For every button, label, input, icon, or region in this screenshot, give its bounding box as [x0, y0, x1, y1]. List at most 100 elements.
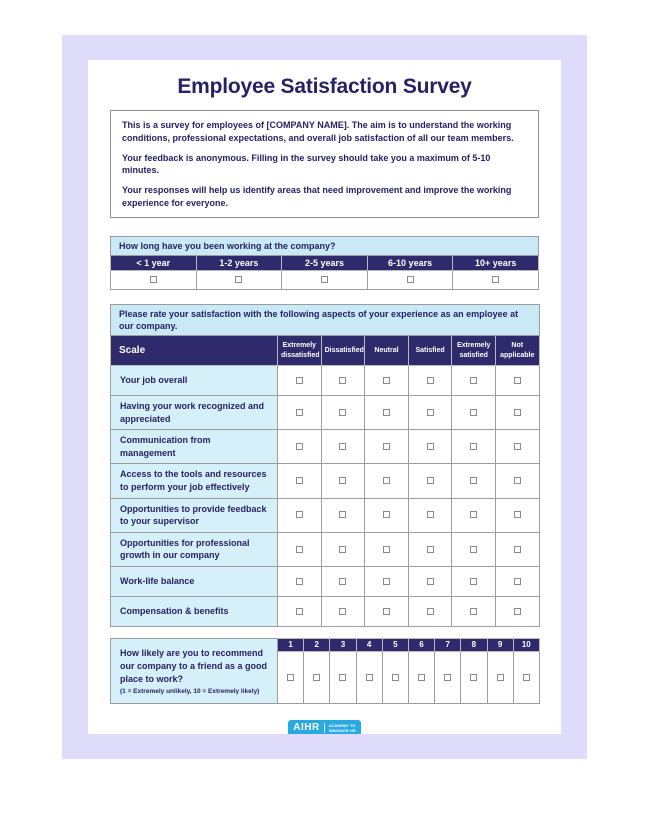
rating-row: Opportunities for professional growth in…	[110, 531, 540, 567]
checkbox-cell	[364, 565, 409, 597]
checkbox[interactable]	[513, 443, 521, 451]
checkbox-cell	[364, 365, 409, 397]
recommend-checkbox-row	[111, 650, 540, 704]
checkbox[interactable]	[470, 607, 478, 615]
checkbox[interactable]	[313, 673, 321, 681]
checkbox-cell	[494, 463, 540, 499]
checkbox-cell	[320, 395, 366, 431]
checkbox[interactable]	[339, 545, 347, 553]
checkbox[interactable]	[513, 408, 521, 416]
rating-row-label: Compensation & benefits	[110, 595, 278, 627]
rating-column-header: Neutral	[364, 335, 409, 367]
checkbox-cell	[451, 497, 496, 533]
ratings-caption: Please rate your satisfaction with the f…	[110, 303, 540, 337]
checkbox[interactable]	[470, 545, 478, 553]
checkbox[interactable]	[513, 577, 521, 585]
checkbox[interactable]	[295, 545, 303, 553]
checkbox[interactable]	[513, 545, 521, 553]
recommend-scale-header: 4	[355, 637, 383, 652]
checkbox[interactable]	[496, 673, 504, 681]
checkbox-cell	[277, 365, 322, 397]
checkbox-cell	[277, 497, 322, 533]
recommend-note: (1 = Extremely unlikely, 10 = Extremely …	[120, 688, 260, 696]
checkbox-cell	[407, 395, 453, 431]
checkbox[interactable]	[513, 607, 521, 615]
checkbox[interactable]	[382, 443, 390, 451]
checkbox-cell	[320, 497, 366, 533]
checkbox[interactable]	[382, 408, 390, 416]
checkbox[interactable]	[426, 511, 434, 519]
checkbox[interactable]	[470, 477, 478, 485]
checkbox[interactable]	[513, 376, 521, 384]
rating-row: Compensation & benefits	[110, 595, 540, 627]
checkbox[interactable]	[470, 408, 478, 416]
checkbox[interactable]	[426, 408, 434, 416]
checkbox[interactable]	[444, 673, 452, 681]
checkbox-cell	[277, 395, 322, 431]
checkbox[interactable]	[382, 577, 390, 585]
checkbox-cell	[452, 269, 539, 290]
checkbox[interactable]	[426, 443, 434, 451]
checkbox[interactable]	[470, 511, 478, 519]
checkbox[interactable]	[391, 673, 399, 681]
checkbox[interactable]	[295, 511, 303, 519]
checkbox[interactable]	[339, 376, 347, 384]
checkbox[interactable]	[295, 443, 303, 451]
checkbox[interactable]	[382, 477, 390, 485]
checkbox-cell	[320, 365, 366, 397]
checkbox[interactable]	[149, 276, 157, 283]
tenure-option-header: 1-2 years	[195, 254, 283, 271]
checkbox[interactable]	[418, 673, 426, 681]
checkbox[interactable]	[406, 276, 414, 283]
checkbox[interactable]	[470, 673, 478, 681]
checkbox[interactable]	[339, 443, 347, 451]
checkbox-cell	[494, 395, 540, 431]
checkbox[interactable]	[295, 577, 303, 585]
checkbox[interactable]	[295, 477, 303, 485]
checkbox[interactable]	[426, 607, 434, 615]
intro-paragraph: Your feedback is anonymous. Filling in t…	[122, 152, 491, 176]
checkbox-cell	[451, 463, 496, 499]
checkbox[interactable]	[287, 673, 295, 681]
checkbox[interactable]	[426, 477, 434, 485]
checkbox[interactable]	[522, 673, 530, 681]
checkbox[interactable]	[339, 511, 347, 519]
checkbox-cell	[451, 365, 496, 397]
checkbox[interactable]	[470, 577, 478, 585]
recommend-scale-header: 10	[512, 637, 540, 652]
checkbox[interactable]	[339, 408, 347, 416]
checkbox[interactable]	[339, 477, 347, 485]
checkbox[interactable]	[426, 577, 434, 585]
checkbox-cell	[407, 365, 453, 397]
checkbox[interactable]	[470, 376, 478, 384]
checkbox[interactable]	[492, 276, 500, 283]
intro-box: This is a survey for employees of [COMPA…	[110, 110, 539, 218]
checkbox[interactable]	[426, 376, 434, 384]
recommend-table: How likely are you to recommend our comp…	[110, 637, 540, 704]
checkbox[interactable]	[513, 477, 521, 485]
checkbox[interactable]	[382, 511, 390, 519]
checkbox[interactable]	[339, 607, 347, 615]
checkbox-cell	[364, 429, 409, 465]
checkbox[interactable]	[295, 376, 303, 384]
checkbox[interactable]	[382, 376, 390, 384]
checkbox-cell	[407, 463, 453, 499]
checkbox-cell	[364, 531, 409, 567]
checkbox-cell	[494, 565, 540, 597]
checkbox[interactable]	[470, 443, 478, 451]
checkbox[interactable]	[320, 276, 328, 283]
rating-row: Work-life balance	[110, 565, 540, 597]
checkbox[interactable]	[365, 673, 373, 681]
checkbox[interactable]	[513, 511, 521, 519]
checkbox[interactable]	[295, 607, 303, 615]
checkbox[interactable]	[295, 408, 303, 416]
checkbox[interactable]	[235, 276, 243, 283]
checkbox[interactable]	[382, 545, 390, 553]
checkbox[interactable]	[382, 607, 390, 615]
checkbox[interactable]	[426, 545, 434, 553]
ratings-header-row: Scale Extremely dissatisfied Dissatisfied N…	[110, 335, 540, 367]
checkbox-cell	[320, 595, 366, 627]
intro-paragraph: Your responses will help us identify are…	[122, 185, 512, 208]
checkbox[interactable]	[339, 673, 347, 681]
checkbox[interactable]	[339, 577, 347, 585]
